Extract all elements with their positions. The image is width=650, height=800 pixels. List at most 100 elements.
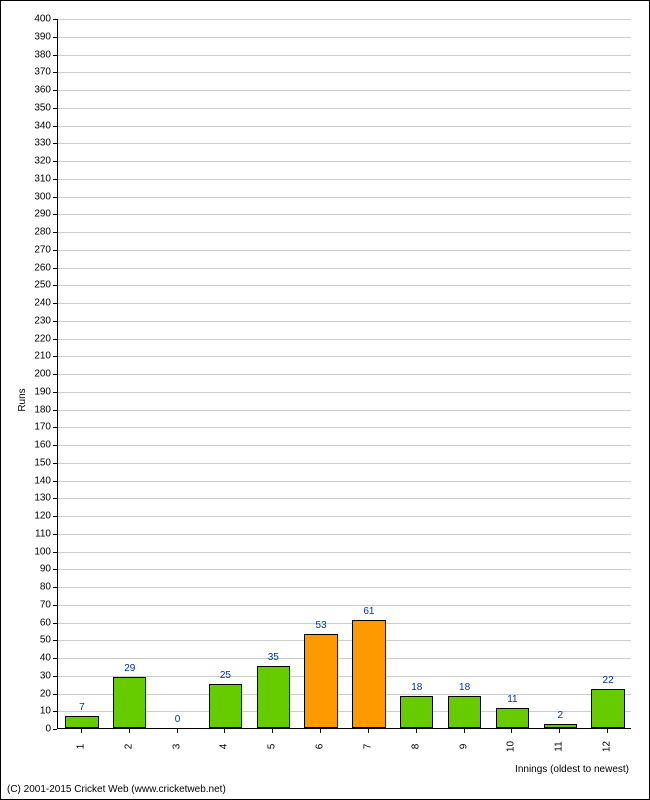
y-tick-mark bbox=[53, 623, 57, 624]
y-tick-mark bbox=[53, 214, 57, 215]
y-tick-label: 370 bbox=[21, 67, 51, 78]
x-tick-label: 9 bbox=[458, 739, 469, 755]
gridline bbox=[58, 19, 631, 20]
bar-value-label: 25 bbox=[220, 670, 231, 681]
bar-value-label: 35 bbox=[268, 652, 279, 663]
bar bbox=[304, 634, 337, 728]
y-tick-label: 270 bbox=[21, 244, 51, 255]
y-tick-label: 310 bbox=[21, 173, 51, 184]
y-tick-mark bbox=[53, 37, 57, 38]
y-tick-label: 390 bbox=[21, 31, 51, 42]
x-tick-mark bbox=[81, 729, 82, 733]
bar-value-label: 11 bbox=[507, 694, 517, 705]
y-tick-label: 380 bbox=[21, 49, 51, 60]
x-tick-mark bbox=[320, 729, 321, 733]
y-tick-mark bbox=[53, 711, 57, 712]
y-tick-label: 240 bbox=[21, 298, 51, 309]
y-tick-mark bbox=[53, 534, 57, 535]
x-tick-label: 6 bbox=[315, 739, 326, 755]
bar bbox=[209, 684, 242, 728]
y-tick-label: 210 bbox=[21, 351, 51, 362]
gridline bbox=[58, 55, 631, 56]
bar-value-label: 29 bbox=[124, 663, 135, 674]
gridline bbox=[58, 339, 631, 340]
y-tick-mark bbox=[53, 356, 57, 357]
y-tick-label: 40 bbox=[21, 653, 51, 664]
y-tick-mark bbox=[53, 410, 57, 411]
bar bbox=[400, 696, 433, 728]
bar bbox=[65, 716, 98, 728]
y-tick-mark bbox=[53, 694, 57, 695]
gridline bbox=[58, 463, 631, 464]
y-tick-label: 60 bbox=[21, 617, 51, 628]
y-tick-mark bbox=[53, 516, 57, 517]
gridline bbox=[58, 516, 631, 517]
gridline bbox=[58, 640, 631, 641]
y-tick-mark bbox=[53, 587, 57, 588]
x-tick-mark bbox=[559, 729, 560, 733]
gridline bbox=[58, 108, 631, 109]
x-tick-mark bbox=[464, 729, 465, 733]
x-tick-mark bbox=[177, 729, 178, 733]
gridline bbox=[58, 427, 631, 428]
y-tick-mark bbox=[53, 126, 57, 127]
y-tick-mark bbox=[53, 55, 57, 56]
y-tick-label: 20 bbox=[21, 688, 51, 699]
gridline bbox=[58, 658, 631, 659]
y-tick-label: 200 bbox=[21, 369, 51, 380]
y-tick-mark bbox=[53, 285, 57, 286]
gridline bbox=[58, 552, 631, 553]
x-tick-label: 12 bbox=[602, 739, 613, 755]
y-tick-mark bbox=[53, 179, 57, 180]
y-tick-label: 160 bbox=[21, 440, 51, 451]
gridline bbox=[58, 197, 631, 198]
gridline bbox=[58, 214, 631, 215]
y-tick-mark bbox=[53, 552, 57, 553]
gridline bbox=[58, 392, 631, 393]
y-tick-mark bbox=[53, 374, 57, 375]
x-tick-label: 7 bbox=[362, 739, 373, 755]
x-tick-mark bbox=[272, 729, 273, 733]
bar-value-label: 22 bbox=[603, 675, 614, 686]
y-tick-mark bbox=[53, 143, 57, 144]
x-tick-mark bbox=[129, 729, 130, 733]
y-tick-label: 30 bbox=[21, 670, 51, 681]
gridline bbox=[58, 623, 631, 624]
plot-area: 729025355361181811222 bbox=[57, 19, 631, 729]
gridline bbox=[58, 605, 631, 606]
x-tick-label: 4 bbox=[219, 739, 230, 755]
y-tick-label: 230 bbox=[21, 315, 51, 326]
bar-value-label: 18 bbox=[411, 682, 422, 693]
gridline bbox=[58, 126, 631, 127]
gridline bbox=[58, 374, 631, 375]
y-tick-label: 80 bbox=[21, 582, 51, 593]
y-tick-mark bbox=[53, 197, 57, 198]
bar-value-label: 18 bbox=[459, 682, 470, 693]
y-tick-mark bbox=[53, 392, 57, 393]
bar-value-label: 0 bbox=[175, 714, 181, 725]
gridline bbox=[58, 179, 631, 180]
y-tick-label: 0 bbox=[21, 724, 51, 735]
y-tick-mark bbox=[53, 658, 57, 659]
y-tick-label: 150 bbox=[21, 457, 51, 468]
y-tick-label: 130 bbox=[21, 493, 51, 504]
gridline bbox=[58, 250, 631, 251]
y-axis-title: Runs bbox=[17, 388, 28, 411]
x-tick-mark bbox=[224, 729, 225, 733]
y-tick-mark bbox=[53, 569, 57, 570]
bar bbox=[544, 724, 577, 728]
x-tick-mark bbox=[607, 729, 608, 733]
gridline bbox=[58, 445, 631, 446]
y-tick-mark bbox=[53, 445, 57, 446]
y-tick-label: 360 bbox=[21, 85, 51, 96]
x-tick-mark bbox=[368, 729, 369, 733]
chart-container: 729025355361181811222 010203040506070809… bbox=[0, 0, 650, 800]
copyright-text: (C) 2001-2015 Cricket Web (www.cricketwe… bbox=[7, 784, 226, 795]
y-tick-label: 110 bbox=[21, 528, 51, 539]
gridline bbox=[58, 161, 631, 162]
y-tick-label: 70 bbox=[21, 599, 51, 610]
y-tick-mark bbox=[53, 498, 57, 499]
y-tick-mark bbox=[53, 250, 57, 251]
y-tick-mark bbox=[53, 640, 57, 641]
bar-value-label: 61 bbox=[363, 606, 374, 617]
